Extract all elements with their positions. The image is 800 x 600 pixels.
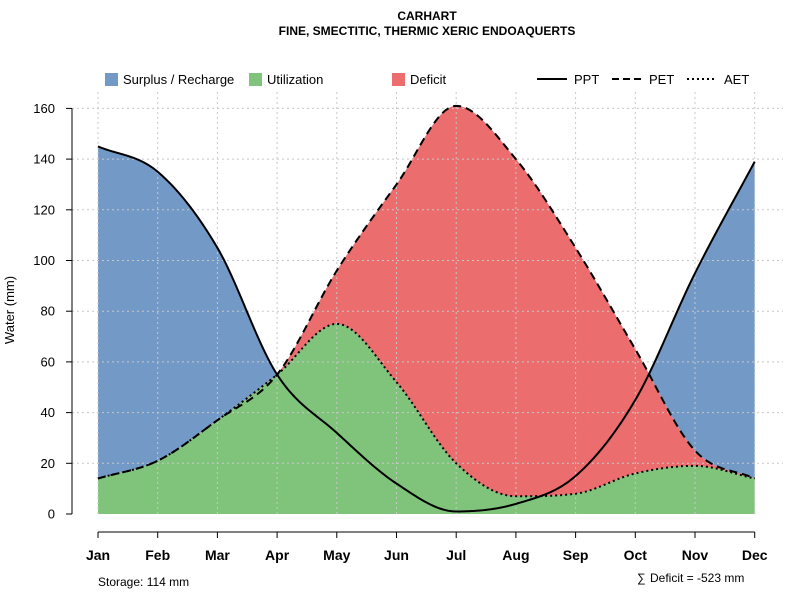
legend-swatch-surplus xyxy=(105,73,118,86)
y-tick-label: 60 xyxy=(41,354,55,369)
y-tick-label: 20 xyxy=(41,456,55,471)
x-tick-label: Feb xyxy=(145,547,170,563)
x-tick-label: Apr xyxy=(265,547,290,563)
chart-title: CARHART xyxy=(397,9,457,23)
series-line-ppt xyxy=(97,145,756,513)
y-tick-label: 0 xyxy=(48,507,55,522)
x-tick-label: Dec xyxy=(742,547,768,563)
legend: Surplus / Recharge Utilization Deficit P… xyxy=(105,72,749,87)
area-fills xyxy=(98,105,755,514)
series-line-pet xyxy=(97,104,756,480)
legend-swatch-utilization xyxy=(249,73,262,86)
y-tick-label: 80 xyxy=(41,304,55,319)
x-tick-label: Jun xyxy=(384,547,409,563)
legend-label-surplus: Surplus / Recharge xyxy=(123,72,234,87)
deficit-note: Deficit = -523 mm xyxy=(650,571,744,585)
y-tick-label: 100 xyxy=(33,253,55,268)
area-utilization xyxy=(98,323,755,514)
deficit-sum-icon: ∑ xyxy=(637,571,646,585)
legend-label-ppt: PPT xyxy=(574,72,599,87)
x-tick-label: Oct xyxy=(624,547,648,563)
legend-label-deficit: Deficit xyxy=(410,72,447,87)
x-tick-label: Jan xyxy=(86,547,110,563)
legend-label-utilization: Utilization xyxy=(267,72,323,87)
storage-note: Storage: 114 mm xyxy=(98,575,189,589)
x-tick-label: Mar xyxy=(205,547,230,563)
legend-swatch-deficit xyxy=(392,73,405,86)
x-tick-label: Nov xyxy=(682,547,709,563)
series-line-aet xyxy=(97,322,755,498)
y-axis-label: Water (mm) xyxy=(2,276,17,344)
x-tick-label: May xyxy=(323,547,350,563)
series-lines xyxy=(97,104,756,513)
axes: 0 20 40 60 80 100 120 140 160 Jan Feb Mar Apr May Jun J… xyxy=(33,101,767,563)
y-tick-label: 120 xyxy=(33,202,55,217)
y-tick-label: 160 xyxy=(33,101,55,116)
y-tick-label: 40 xyxy=(41,405,55,420)
x-tick-label: Sep xyxy=(563,547,589,563)
x-tick-label: Jul xyxy=(446,547,466,563)
grid-lines xyxy=(72,92,783,514)
y-tick-label: 140 xyxy=(33,152,55,167)
legend-label-pet: PET xyxy=(649,72,674,87)
x-tick-label: Aug xyxy=(502,547,529,563)
chart-subtitle: FINE, SMECTITIC, THERMIC XERIC ENDOAQUER… xyxy=(279,24,576,38)
legend-label-aet: AET xyxy=(724,72,749,87)
area-deficit xyxy=(98,105,755,497)
